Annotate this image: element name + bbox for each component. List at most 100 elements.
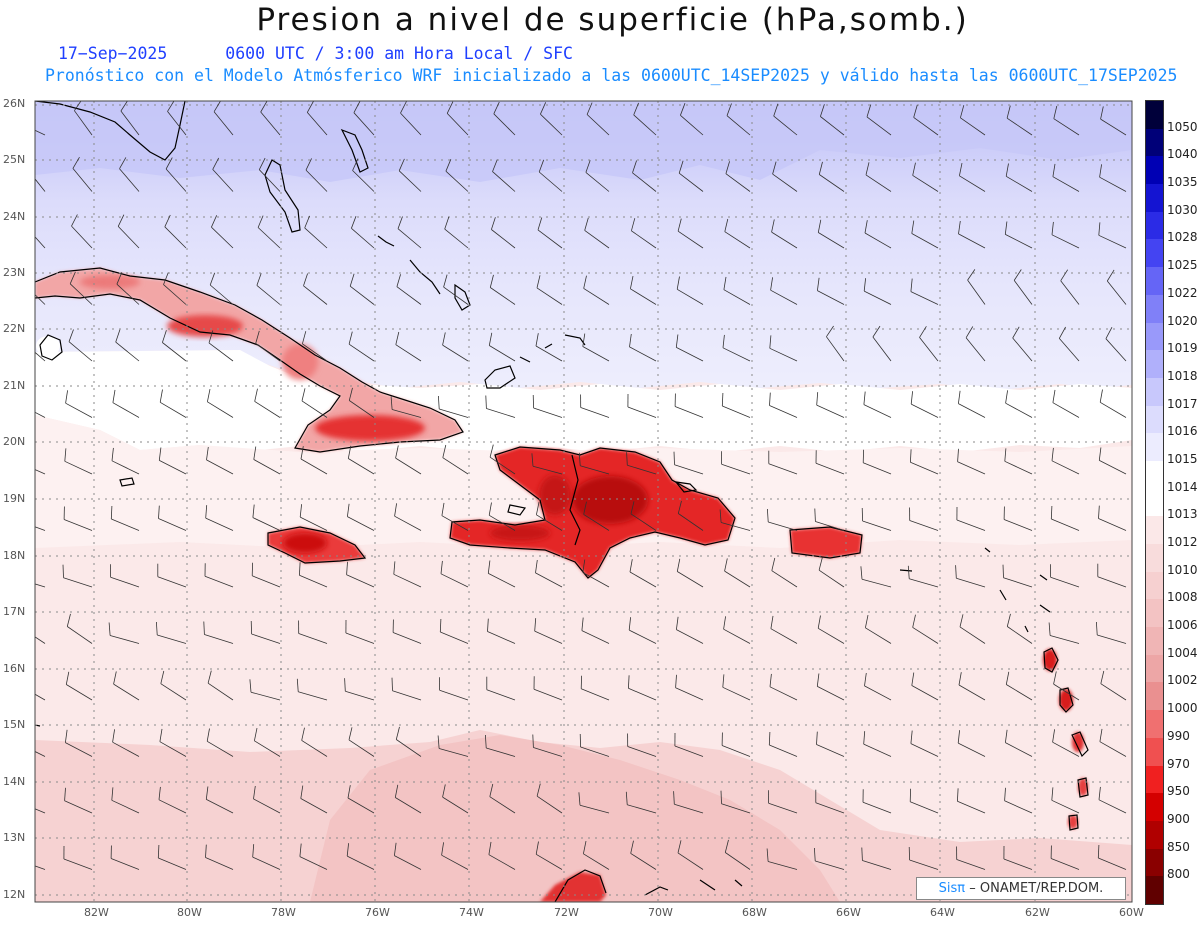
lon-label: 66W xyxy=(836,906,861,919)
wind-barb-shaft xyxy=(345,690,375,701)
wind-barb-shaft xyxy=(580,465,610,475)
wind-barb-feather xyxy=(1097,844,1100,859)
wind-barb-feather xyxy=(113,671,117,685)
color-scale-label: 1004 xyxy=(1167,645,1198,660)
wind-barb-shaft xyxy=(769,686,798,701)
wind-barb-feather xyxy=(965,326,974,338)
wind-barb-shaft xyxy=(965,337,986,362)
wind-barb-shaft xyxy=(109,635,140,644)
wind-barb-shaft xyxy=(540,113,563,136)
lon-label: 78W xyxy=(271,906,296,919)
guadeloupe-coast xyxy=(1043,647,1059,673)
wind-barb-feather xyxy=(1098,505,1100,519)
wind-barb-shaft xyxy=(254,740,281,757)
pressure-1006-zone xyxy=(310,735,840,902)
wind-barb-shaft xyxy=(69,283,93,305)
wind-barb-shaft xyxy=(116,283,140,305)
wind-barb-shaft xyxy=(724,570,751,588)
wind-barb-feather xyxy=(1005,390,1008,404)
color-scale-label: 1019 xyxy=(1167,341,1198,356)
wind-barb-shaft xyxy=(35,351,46,362)
wind-barb-feather xyxy=(675,674,677,688)
wind-barb-shaft xyxy=(958,403,986,418)
wind-barb-shaft xyxy=(910,743,939,757)
wind-barb-feather xyxy=(535,333,539,347)
wind-barb-shaft xyxy=(586,114,610,136)
wind-barb-shaft xyxy=(111,799,140,814)
wind-barb-shaft xyxy=(206,799,234,814)
wind-barb-shaft xyxy=(678,513,704,531)
wind-barb-shaft xyxy=(957,800,986,814)
wind-barb-shaft xyxy=(1005,234,1033,249)
wind-barb-feather xyxy=(1005,729,1008,743)
wind-barb-feather xyxy=(959,163,963,176)
wind-barb-shaft xyxy=(1004,460,1033,475)
wind-barb-feather xyxy=(489,274,494,288)
wind-barb-feather xyxy=(260,101,268,113)
wind-barb-feather xyxy=(1100,670,1105,684)
wind-barb-shaft xyxy=(353,112,375,136)
wind-barb-feather xyxy=(400,101,407,114)
wind-barb-feather xyxy=(1105,327,1113,339)
wind-barb-feather xyxy=(65,390,68,404)
wind-barb-feather xyxy=(69,271,76,284)
wind-barb-feather xyxy=(769,392,771,406)
wind-barb-shaft xyxy=(489,345,516,362)
wind-barb-feather xyxy=(300,446,304,460)
long-island-coast xyxy=(409,259,441,295)
wind-barb-shaft xyxy=(960,117,986,136)
credit-text: – ONAMET/REP.DOM. xyxy=(969,881,1104,896)
wind-barb-shaft xyxy=(537,229,563,249)
wind-barb-feather xyxy=(1005,671,1010,685)
wind-barb-shaft xyxy=(395,797,422,814)
wind-barb-feather xyxy=(439,618,442,633)
wind-barb-feather xyxy=(582,559,586,573)
wind-barb-shaft xyxy=(301,400,328,418)
wind-barb-feather xyxy=(578,452,581,466)
wind-barb-shaft xyxy=(1007,626,1033,644)
wind-barb-feather xyxy=(817,219,822,233)
wind-barb-shaft xyxy=(35,129,46,136)
wind-barb-shaft xyxy=(863,743,892,757)
wind-barb-shaft xyxy=(861,578,892,588)
wind-barb-shaft xyxy=(958,742,986,757)
color-scale-cell xyxy=(1146,682,1163,711)
wind-barb-feather xyxy=(395,726,400,740)
wind-barb-shaft xyxy=(35,583,46,588)
wind-barb-shaft xyxy=(1053,118,1080,136)
wind-barb-feather xyxy=(578,792,581,806)
wind-barb-shaft xyxy=(909,578,939,588)
wind-barb-feather xyxy=(1053,105,1058,119)
wind-barb-shaft xyxy=(771,231,798,249)
lon-label: 72W xyxy=(554,906,579,919)
wind-barb-shaft xyxy=(1100,683,1127,701)
wind-barb-shaft xyxy=(491,229,516,249)
wind-barb-shaft xyxy=(959,175,986,192)
wind-barb-shaft xyxy=(251,633,281,644)
wind-barb-feather xyxy=(489,783,494,797)
wind-barb-feather xyxy=(1053,671,1057,685)
wind-barb-shaft xyxy=(722,686,751,701)
color-scale-label: 1020 xyxy=(1167,313,1198,328)
wind-barb-feather xyxy=(910,730,913,744)
wind-barb-shaft xyxy=(863,462,892,475)
wind-barb-feather xyxy=(1106,269,1115,282)
south-america-coast xyxy=(554,869,607,902)
color-scale-cell xyxy=(1146,627,1163,656)
lat-label: 14N xyxy=(3,775,26,788)
wind-barb-shaft xyxy=(213,111,234,136)
wind-barb-shaft xyxy=(768,802,798,814)
wind-barb-feather xyxy=(65,671,70,685)
wind-barb-shaft xyxy=(627,464,657,475)
sispi-logo: Sisπ xyxy=(938,881,966,896)
wind-barb-feather xyxy=(722,674,725,688)
wind-barb-feather xyxy=(538,159,545,173)
wind-barb-shaft xyxy=(629,346,657,362)
wind-barb-feather xyxy=(957,730,960,744)
wind-barb-shaft xyxy=(535,853,563,870)
wind-barb-feather xyxy=(673,451,675,465)
wind-barb-shaft xyxy=(1098,799,1127,814)
wind-barb-shaft xyxy=(397,228,422,249)
wind-barb-feather xyxy=(626,452,628,466)
wind-barb-shaft xyxy=(676,288,704,305)
